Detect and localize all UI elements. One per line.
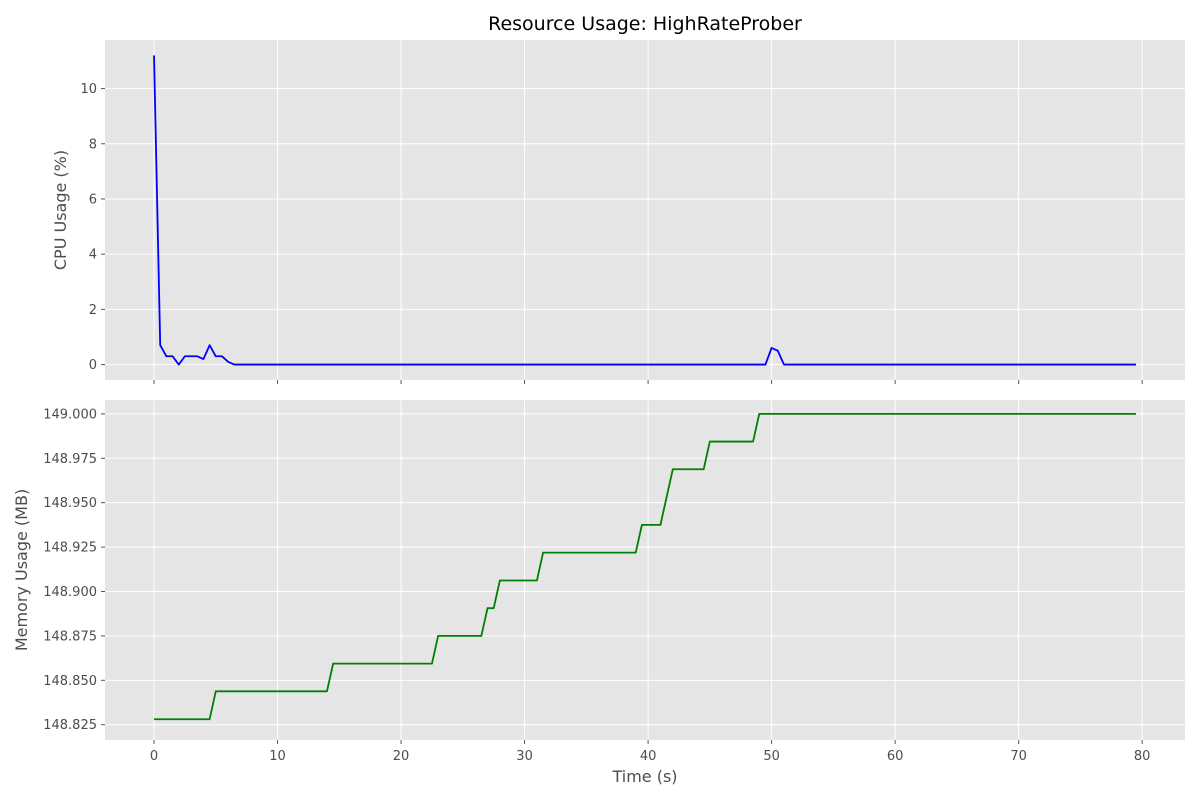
chart-title: Resource Usage: HighRateProber xyxy=(488,13,802,35)
memory-y-tick-label: 149.000 xyxy=(43,407,97,422)
memory-y-tick-label: 148.950 xyxy=(43,496,97,511)
x-tick-label: 30 xyxy=(516,749,533,764)
cpu-plot-background xyxy=(105,40,1185,380)
cpu-series-group xyxy=(153,55,1136,366)
x-tick-label: 10 xyxy=(269,749,286,764)
memory-y-axis-label: Memory Usage (MB) xyxy=(12,489,31,651)
x-tick-label: 70 xyxy=(1010,749,1027,764)
x-tick-label: 0 xyxy=(150,749,158,764)
cpu-y-tick-label: 0 xyxy=(89,358,97,373)
x-tick-label: 50 xyxy=(763,749,780,764)
cpu-y-axis-label: CPU Usage (%) xyxy=(51,150,70,270)
memory-series-group xyxy=(154,412,1136,721)
cpu-axes: 0 2 4 6 8 10 CPU Usage (%) xyxy=(51,40,1185,384)
cpu-series-line xyxy=(153,55,1136,366)
cpu-y-tick-label: 8 xyxy=(89,137,97,152)
memory-y-tick-label: 148.975 xyxy=(43,452,97,467)
memory-gridlines xyxy=(105,400,1185,740)
memory-y-tick-label: 148.850 xyxy=(43,674,97,689)
memory-y-tick-label: 148.925 xyxy=(43,541,97,556)
cpu-y-ticks: 0 2 4 6 8 10 xyxy=(80,82,105,373)
memory-y-tick-label: 148.900 xyxy=(43,585,97,600)
cpu-y-tick-label: 4 xyxy=(89,248,97,263)
cpu-x-ticks xyxy=(153,380,1143,384)
cpu-y-tick-label: 6 xyxy=(89,192,97,207)
memory-x-ticks: 0 10 20 30 40 50 60 70 80 xyxy=(150,740,1151,764)
cpu-y-tick-label: 2 xyxy=(89,303,97,318)
memory-axes: 0 10 20 30 40 50 60 70 80 148.825148.850148.8751… xyxy=(12,400,1185,786)
x-tick-label: 60 xyxy=(887,749,904,764)
memory-plot-background xyxy=(105,400,1185,740)
memory-y-tick-label: 148.825 xyxy=(43,718,97,733)
cpu-y-tick-label: 10 xyxy=(80,82,97,97)
x-tick-label: 80 xyxy=(1134,749,1151,764)
x-axis-label: Time (s) xyxy=(611,767,677,786)
memory-series-line xyxy=(154,412,1136,721)
memory-y-tick-label: 148.875 xyxy=(43,629,97,644)
x-tick-label: 20 xyxy=(393,749,410,764)
memory-y-ticks: 148.825 148.850 148.875 148.900 148.925 148.9… xyxy=(43,407,105,733)
x-tick-label: 40 xyxy=(640,749,657,764)
